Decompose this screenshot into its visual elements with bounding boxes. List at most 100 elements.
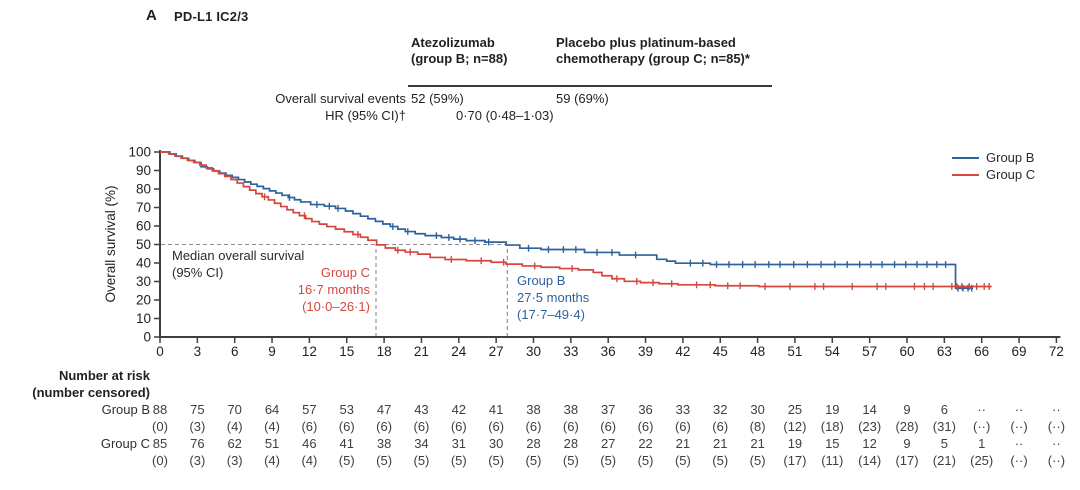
x-tick-label: 33	[563, 344, 578, 359]
risk-count-group-c: 28	[563, 436, 579, 451]
risk-censored-group-b: (6)	[450, 419, 467, 434]
y-tick-label: 70	[136, 200, 151, 215]
risk-count-group-b: ··	[1052, 402, 1061, 417]
number-censored-title: (number censored)	[32, 385, 150, 400]
risk-count-group-c: ··	[1052, 436, 1061, 451]
risk-censored-group-b: (6)	[301, 419, 318, 434]
risk-censored-group-b: (8)	[749, 419, 766, 434]
risk-count-group-c: 9	[903, 436, 911, 451]
x-tick-label: 18	[377, 344, 392, 359]
risk-censored-group-c: (5)	[637, 453, 654, 468]
risk-censored-group-c: (3)	[226, 453, 243, 468]
risk-count-group-c: 41	[339, 436, 354, 451]
y-tick-label: 0	[143, 330, 151, 345]
risk-censored-group-b: (6)	[376, 419, 393, 434]
risk-censored-group-b: (6)	[338, 419, 355, 434]
median-annotation-group-b-months: 27·5 months	[517, 290, 590, 305]
risk-count-group-b: 88	[152, 402, 168, 417]
risk-censored-group-b: (··)	[1047, 419, 1066, 434]
stats-col-header-group-b-line1: Atezolizumab	[411, 35, 495, 50]
risk-count-group-c: 38	[376, 436, 392, 451]
x-tick-label: 45	[713, 344, 728, 359]
risk-censored-group-b: (6)	[637, 419, 654, 434]
risk-count-group-b: 38	[563, 402, 579, 417]
risk-count-group-c: ··	[1014, 436, 1024, 451]
panel-letter: A	[146, 7, 157, 24]
risk-count-group-b: 70	[227, 402, 242, 417]
risk-censored-group-c: (··)	[1047, 453, 1066, 468]
median-annotation-group-c-name: Group C	[320, 265, 370, 280]
risk-count-group-b: 14	[862, 402, 877, 417]
risk-censored-group-c: (5)	[450, 453, 467, 468]
risk-count-group-b: 43	[414, 402, 429, 417]
median-annotation-title: Median overall survival (95% CI)	[172, 247, 304, 281]
risk-censored-group-b: (4)	[226, 419, 243, 434]
x-tick-label: 12	[302, 344, 317, 359]
risk-count-group-b: 32	[713, 402, 728, 417]
median-annotation-group-c-months: 16·7 months	[297, 282, 370, 297]
risk-censored-group-b: (··)	[973, 419, 991, 434]
risk-count-group-b: 33	[675, 402, 691, 417]
y-tick-label: 60	[136, 219, 151, 234]
stats-col-header-group-c-line1: Placebo plus platinum-based	[556, 35, 736, 50]
risk-censored-group-c: (21)	[932, 453, 956, 468]
risk-count-group-c: 62	[227, 436, 242, 451]
risk-count-group-b: 9	[903, 402, 911, 417]
risk-censored-group-c: (5)	[749, 453, 766, 468]
risk-censored-group-b: (0)	[152, 419, 168, 434]
risk-censored-group-b: (12)	[783, 419, 807, 434]
risk-censored-group-c: (··)	[1010, 453, 1028, 468]
risk-censored-group-c: (17)	[895, 453, 919, 468]
risk-count-group-c: 22	[638, 436, 653, 451]
risk-count-group-c: 15	[825, 436, 840, 451]
y-tick-label: 50	[136, 237, 151, 252]
legend-entry-group-c: Group C	[952, 166, 1035, 183]
x-tick-label: 51	[787, 344, 802, 359]
risk-count-group-b: 75	[190, 402, 205, 417]
risk-censored-group-b: (3)	[189, 419, 206, 434]
risk-count-group-c: 46	[302, 436, 317, 451]
risk-censored-group-c: (5)	[413, 453, 430, 468]
risk-censored-group-b: (6)	[712, 419, 729, 434]
risk-count-group-c: 51	[264, 436, 280, 451]
risk-count-group-b: 57	[302, 402, 317, 417]
risk-count-group-b: 41	[488, 402, 504, 417]
risk-count-group-c: 21	[750, 436, 765, 451]
risk-count-group-c: 21	[713, 436, 728, 451]
risk-censored-group-c: (5)	[712, 453, 729, 468]
risk-censored-group-c: (14)	[858, 453, 882, 468]
stats-col-header-group-b-line2: (group B; n=88)	[411, 51, 508, 66]
risk-censored-group-b: (··)	[1010, 419, 1028, 434]
x-tick-label: 54	[825, 344, 841, 359]
x-tick-label: 3	[194, 344, 202, 359]
x-tick-label: 63	[937, 344, 952, 359]
risk-count-group-c: 12	[862, 436, 877, 451]
risk-censored-group-b: (6)	[600, 419, 617, 434]
legend-line-group-b	[952, 156, 979, 159]
legend-entry-group-b: Group B	[952, 149, 1035, 166]
risk-count-group-b: 38	[526, 402, 541, 417]
y-tick-label: 30	[136, 274, 151, 289]
risk-count-group-b: ··	[1014, 402, 1024, 417]
x-tick-label: 6	[231, 344, 239, 359]
stats-os-events-group-c: 59 (69%)	[556, 91, 609, 106]
risk-censored-group-b: (4)	[264, 419, 280, 434]
median-annotation-title-line2: (95% CI)	[172, 265, 224, 280]
risk-count-group-b: 37	[600, 402, 616, 417]
risk-count-group-c: 34	[414, 436, 429, 451]
x-tick-label: 21	[414, 344, 429, 359]
stats-row-label-os-events: Overall survival events	[275, 91, 406, 106]
median-annotation-group-b: Group B 27·5 months (17·7–49·4)	[517, 272, 589, 323]
km-curve-group-c	[160, 151, 992, 288]
risk-censored-group-b: (31)	[932, 419, 956, 434]
median-annotation-title-line1: Median overall survival	[172, 248, 305, 263]
stats-col-header-group-c-line2: chemotherapy (group C; n=85)*	[556, 51, 750, 66]
y-tick-label: 80	[136, 182, 151, 197]
x-tick-label: 15	[339, 344, 354, 359]
median-annotation-group-c: Group C 16·7 months (10·0–26·1)	[248, 264, 370, 315]
risk-censored-group-c: (25)	[970, 453, 994, 468]
risk-censored-group-c: (11)	[821, 453, 844, 468]
risk-count-group-c: 30	[488, 436, 504, 451]
